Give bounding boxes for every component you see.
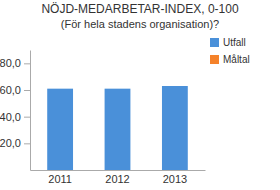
- y-tick-mark: [24, 63, 30, 64]
- legend-label: Måltal: [223, 54, 250, 65]
- y-axis-line: [30, 51, 31, 171]
- x-tick: 2011: [48, 170, 72, 185]
- bar: [105, 89, 131, 170]
- x-tick-label: 2011: [48, 173, 72, 185]
- x-tick: 2013: [163, 170, 187, 185]
- y-axis: 20,0 40,0 60,0 80,0: [0, 51, 31, 171]
- bars: [47, 86, 188, 170]
- bar: [162, 86, 188, 170]
- x-tick-label: 2013: [163, 173, 187, 185]
- y-tick: 40,0: [0, 111, 30, 123]
- x-tick: 2012: [105, 170, 129, 185]
- x-axis-line: [31, 170, 206, 171]
- y-tick-label: 20,0: [0, 137, 21, 149]
- plot: 20,0 40,0 60,0 80,0 2011 2012 2013: [0, 51, 206, 185]
- bar: [47, 89, 73, 170]
- title: NÖJD-MEDARBETAR-INDEX, 0-100: [41, 2, 238, 16]
- y-tick-mark: [24, 143, 30, 144]
- legend: Utfall Måltal: [210, 37, 250, 65]
- x-tick-label: 2012: [105, 173, 129, 185]
- y-tick: 20,0: [0, 137, 30, 149]
- legend-item: Utfall: [210, 37, 246, 48]
- subtitle: (För hela stadens organisation)?: [61, 18, 219, 30]
- legend-item: Måltal: [210, 54, 250, 65]
- y-tick-label: 60,0: [0, 84, 21, 96]
- legend-label: Utfall: [223, 37, 246, 48]
- legend-swatch: [210, 38, 219, 47]
- y-tick-mark: [24, 90, 30, 91]
- y-tick-label: 40,0: [0, 111, 21, 123]
- y-tick: 80,0: [0, 57, 30, 69]
- legend-swatch: [210, 55, 219, 64]
- y-tick-mark: [24, 117, 30, 118]
- y-tick-label: 80,0: [0, 57, 21, 69]
- x-axis: 2011 2012 2013: [31, 170, 206, 185]
- y-tick: 60,0: [0, 84, 30, 96]
- chart-svg: 20,0 40,0 60,0 80,0 2011 2012 2013 NÖJD-MEDARBE…: [0, 0, 280, 190]
- chart-container: 20,0 40,0 60,0 80,0 2011 2012 2013 NÖJD-MEDARBE…: [0, 0, 280, 190]
